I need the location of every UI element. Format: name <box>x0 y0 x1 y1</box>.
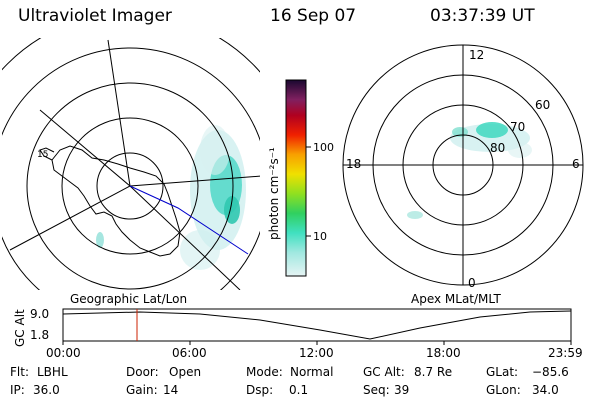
info-seq-value: 39 <box>394 383 409 397</box>
left-map-label: Geographic Lat/Lon <box>70 292 187 306</box>
info-ip-key: IP: <box>10 383 25 397</box>
mlat-label-60: 60 <box>535 98 550 112</box>
left-aurora-emission <box>96 125 246 270</box>
magnetic-map: 12 18 6 0 60 70 80 <box>342 44 584 290</box>
mlat-label-80: 80 <box>490 141 505 155</box>
date-title: 16 Sep 07 <box>270 6 357 26</box>
altitude-xtick-0600: 06:00 <box>172 346 207 360</box>
colorbar-tick-100: 100 <box>313 141 334 154</box>
geographic-map <box>2 38 260 290</box>
antarctica-coastline <box>51 145 181 257</box>
mlt-label-18: 18 <box>346 157 361 171</box>
colorbar-tick-10: 10 <box>313 230 327 243</box>
antarctic-peninsula <box>39 147 55 161</box>
info-door-value: Open <box>169 365 201 379</box>
info-glat-key: GLat: <box>486 365 518 379</box>
meridian-lines <box>9 39 260 290</box>
info-glon-key: GLon: <box>486 383 521 397</box>
info-glon-value: 34.0 <box>532 383 559 397</box>
time-title: 03:37:39 UT <box>430 6 535 26</box>
info-mode-value: Normal <box>290 365 333 379</box>
mlt-label-0: 0 <box>468 276 476 290</box>
altitude-ylabel: GC Alt <box>13 309 27 347</box>
mlt-label-6: 6 <box>572 157 580 171</box>
altitude-plot: GC Alt 9.0 1.8 00:00 06:00 12:00 18:00 2… <box>13 307 583 360</box>
info-glat-value: −85.6 <box>532 365 569 379</box>
right-map-label: Apex MLat/MLT <box>411 292 501 306</box>
latitude-circles <box>2 38 260 290</box>
info-flt-key: Flt: <box>10 365 29 379</box>
info-gcalt-key: GC Alt: <box>363 365 405 379</box>
colorbar-gradient <box>285 79 307 277</box>
mlat-label-70: 70 <box>510 120 525 134</box>
info-ip-value: 36.0 <box>33 383 60 397</box>
left-marker-label: 15 <box>37 150 48 160</box>
info-flt-value: LBHL <box>37 365 68 379</box>
colorbar: 100 10 photon cm⁻²s⁻¹ <box>267 79 334 277</box>
mlt-label-12: 12 <box>469 48 484 62</box>
altitude-plot-frame <box>62 308 572 342</box>
colorbar-unit-label: photon cm⁻²s⁻¹ <box>267 147 281 240</box>
right-aurora-emission <box>407 122 532 219</box>
altitude-curve <box>62 310 572 340</box>
instrument-title: Ultraviolet Imager <box>18 6 172 26</box>
left-overlay-line <box>129 185 249 255</box>
info-dsp-value: 0.1 <box>289 383 308 397</box>
info-gcalt-value: 8.7 Re <box>414 365 452 379</box>
altitude-ytick-9: 9.0 <box>30 307 49 321</box>
info-seq-key: Seq: <box>363 383 390 397</box>
info-door-key: Door: <box>126 365 159 379</box>
altitude-ytick-1.8: 1.8 <box>30 328 49 342</box>
altitude-xtick-0000: 00:00 <box>46 346 81 360</box>
info-gain-value: 14 <box>163 383 178 397</box>
altitude-xtick-2359: 23:59 <box>548 346 583 360</box>
info-dsp-key: Dsp: <box>246 383 273 397</box>
info-mode-key: Mode: <box>246 365 283 379</box>
info-table: Flt: LBHL Door: Open Mode: Normal GC Alt… <box>10 365 569 397</box>
info-gain-key: Gain: <box>126 383 158 397</box>
mlt-lines <box>343 45 583 285</box>
altitude-xtick-1200: 12:00 <box>299 346 334 360</box>
altitude-xtick-1800: 18:00 <box>426 346 461 360</box>
